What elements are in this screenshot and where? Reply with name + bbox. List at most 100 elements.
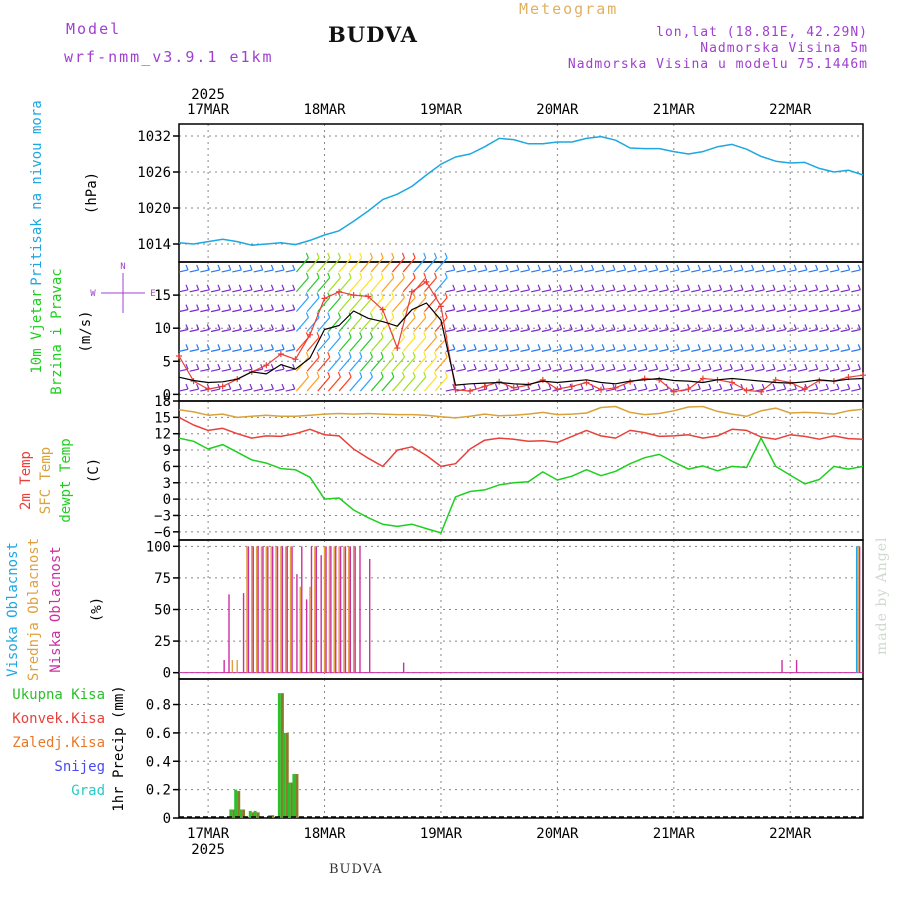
wind-barb-tick [369,312,373,318]
wind-barb-tick [452,383,456,390]
wind-barb [520,388,530,392]
wind-barb-tick [526,363,531,370]
wind-barb [744,289,754,293]
wind-barb [445,309,455,313]
wind-gust-marker [801,386,808,393]
wind-barb-tick [708,324,712,330]
wind-barb [488,348,498,352]
wind-barb [797,309,808,313]
wind-barb [221,388,231,392]
wind-barb-tick [391,252,395,259]
mid-cloud-axis-title: Srednja Oblacnost [26,538,42,681]
wind-barb [391,356,405,372]
wind-barb-tick [401,312,406,318]
wind-barb [189,388,199,392]
t2m-axis-title: 2m Temp [18,451,34,510]
wind-barb-tick [633,383,637,390]
wind-barb [285,309,295,313]
wind-barb-tick [697,324,701,330]
wind-barb [391,376,405,392]
x-date-label-bottom: 22MAR [769,826,812,842]
wind-barb-tick [783,284,787,291]
wind-barb-tick [676,383,680,390]
wind-barb-tick [804,284,808,291]
panel-frame [178,678,864,819]
credit-watermark: made by Angel [874,536,890,656]
wind-barb [338,257,352,273]
wind-barb [477,309,487,313]
wind-barb [744,328,754,333]
wind-barb-tick [185,304,189,310]
wind-barb-tick [740,284,744,291]
wind-barb [210,289,221,293]
wind-barb [285,368,295,372]
wind-barb-tick [783,304,787,310]
wind-barb-tick [526,304,531,310]
wind-barb-tick [292,284,296,291]
wind-barb [616,269,626,273]
wind-barb-tick [423,351,427,358]
wind-barb-tick [729,383,733,390]
wind-barb [797,368,808,372]
wind-barb-tick [655,264,659,271]
wind-barb-tick [665,284,669,291]
wind-barb-tick [836,304,840,310]
wind-barb-tick [412,252,416,259]
wind-barb [317,356,331,372]
wind-barb [563,328,573,333]
wind-barb [680,368,690,372]
wind-barb [776,348,786,352]
wind-barb [391,297,405,313]
wind-barb-tick [185,363,189,370]
wind-barb [424,336,437,352]
wind-barb-tick [569,324,573,330]
wind-barb [723,388,733,392]
wind-gust-marker [306,331,313,338]
wind-barb-tick [601,344,605,350]
wind-barb-tick [196,324,200,330]
wind-barb [200,368,210,372]
wind-barb-tick [847,383,851,390]
wind-barb [648,368,658,372]
wind-barb [573,309,584,313]
wind-barb [584,348,594,352]
wind-barb [295,257,309,273]
wind-barb-tick [412,332,416,338]
wind-barb [349,277,363,293]
wind-barb-tick [537,264,541,271]
low-cloud-axis-title: Niska Oblacnost [48,546,64,672]
wind-barb-tick [590,284,595,291]
wind-barb-tick [793,324,797,330]
wind-barb-tick [494,264,499,271]
wind-barb [659,368,669,372]
wind-barb [210,388,221,392]
wind-barb [488,269,498,273]
wind-barb-tick [359,332,363,338]
wind-barb-tick [217,264,221,271]
wind-barb [691,368,701,372]
wind-barb [306,317,320,332]
wind-barb-tick [249,264,253,271]
wind-barb-tick [751,363,755,370]
precip-total-bar [248,810,252,818]
wind-barb-tick [526,284,531,291]
wind-barb-tick [793,363,797,370]
wind-barb [391,257,405,273]
wind-barb-tick [238,324,242,330]
wind-barb [563,269,573,273]
wind-barb-tick [719,284,723,291]
precip-total-bar [234,789,238,818]
wind-gust-marker [219,383,226,390]
wind-barb [648,388,658,392]
precip-legend-item: Konvek.Kisa [12,711,105,727]
wind-barb [701,328,712,333]
wind-barb-tick [793,264,797,271]
wind-barb-tick [206,304,210,310]
wind-barb [178,348,189,352]
wind-barb [189,309,199,313]
wind-barb [531,348,541,352]
wind-barb [829,368,840,372]
wind-barb [264,309,274,313]
wind-barb [210,348,221,352]
wind-gust-marker [481,383,488,390]
